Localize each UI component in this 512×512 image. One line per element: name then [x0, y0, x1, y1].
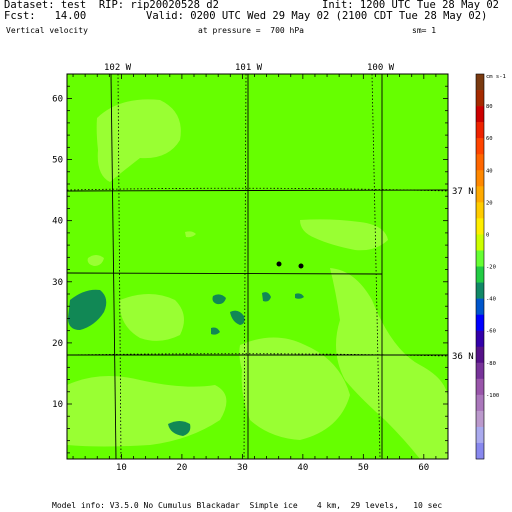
lat-lon-grid: [67, 74, 448, 459]
colorbar-unit-label: cm s-1: [486, 74, 506, 80]
lon-label-102w: 102 W: [104, 63, 132, 73]
colorbar-swatch: [476, 442, 484, 460]
lat-label-36n: 36 N: [452, 352, 474, 362]
init-label: Init: 1200 UTC Tue 28 May 02: [322, 0, 500, 11]
colorbar-swatch: [476, 378, 484, 396]
plot-frame: [66, 73, 449, 460]
colorbar-swatch: [476, 90, 484, 107]
model-info-label: Model info: V3.5.0 No Cumulus Blackadar …: [52, 501, 443, 510]
y-tick-label: 20: [52, 339, 63, 349]
colorbar-swatch: [476, 218, 484, 235]
field-name-label: Vertical velocity: [6, 26, 88, 35]
colorbar-label: 80: [486, 104, 493, 110]
valid-time-label: Valid: 0200 UTC Wed 29 May 02 (2100 CDT …: [146, 10, 488, 22]
colorbar-swatch: [476, 330, 484, 348]
colorbar-swatch: [476, 234, 484, 251]
contour-field: [67, 74, 448, 459]
colorbar-swatch: [476, 426, 484, 444]
colorbar-label: -40: [486, 297, 496, 303]
lon-label-101w: 101 W: [235, 63, 263, 73]
dataset-label: Dataset: test RIP: rip20020528 d2: [4, 0, 219, 11]
x-tick-label: 40: [297, 463, 308, 473]
colorbar-swatch: [476, 106, 484, 123]
colorbar-label: -100: [486, 393, 499, 399]
colorbar-label: -60: [486, 329, 496, 335]
x-axis: 10 20 30 40 50 60: [72, 74, 449, 473]
contour-dark-region: [168, 421, 191, 436]
colorbar-swatch: [476, 346, 484, 364]
contour-dark-region: [211, 327, 220, 335]
colorbar-swatch: [476, 170, 484, 187]
lat-label-37n: 37 N: [452, 187, 474, 197]
colorbar-swatch: [476, 250, 484, 267]
contour-dark-region: [262, 292, 271, 302]
colorbar-label: -20: [486, 265, 496, 271]
colorbar-swatch: [476, 410, 484, 428]
x-tick-label: 30: [237, 463, 248, 473]
contour-dark-region: [68, 289, 107, 330]
y-tick-label: 50: [52, 156, 63, 166]
colorbar-swatch: [476, 202, 484, 219]
colorbar-label: 60: [486, 136, 493, 142]
contour-light-region: [119, 294, 184, 341]
contour-light-region: [96, 99, 181, 182]
colorbar-swatch: [476, 266, 484, 283]
forecast-hour-label: Fcst: 14.00: [4, 10, 87, 22]
contour-dark-region: [295, 293, 304, 299]
colorbar-label: 0: [486, 232, 489, 238]
y-tick-label: 60: [52, 94, 63, 104]
colorbar-swatch: [476, 154, 484, 171]
contour-dark-region: [230, 310, 245, 325]
colorbar-label: 40: [486, 168, 493, 174]
y-axis: 10 20 30 40 50 60: [52, 73, 448, 454]
pressure-label: at pressure = 700 hPa: [198, 26, 304, 35]
colorbar-swatch: [476, 122, 484, 139]
contour-light-region: [239, 337, 350, 440]
x-tick-label: 60: [418, 463, 429, 473]
colorbar-label: -80: [486, 361, 496, 367]
colorbar-swatch: [476, 138, 484, 155]
lon-label-100w: 100 W: [367, 63, 395, 73]
colorbar-swatch: [476, 314, 484, 331]
smoothing-label: sm= 1: [412, 26, 437, 35]
x-tick-label: 20: [176, 463, 187, 473]
colorbar: 80 60 40 20 0 -20 -40 -60 -80 -100: [475, 73, 499, 460]
contour-light-region: [185, 231, 196, 238]
colorbar-swatch: [476, 186, 484, 203]
contour-dark-region: [212, 294, 226, 305]
contour-light-region: [330, 268, 448, 459]
county-boundaries: [67, 74, 448, 459]
colorbar-swatch: [476, 74, 484, 91]
y-tick-label: 40: [52, 217, 63, 227]
colorbar-swatch: [476, 394, 484, 412]
contour-light-region: [87, 255, 104, 266]
y-tick-label: 10: [52, 400, 63, 410]
colorbar-label: 20: [486, 200, 493, 206]
y-tick-label: 30: [52, 278, 63, 288]
colorbar-swatch: [476, 362, 484, 380]
station-marker: [298, 263, 304, 269]
x-tick-label: 10: [116, 463, 127, 473]
station-marker: [276, 261, 282, 267]
contour-light-region: [300, 219, 388, 251]
colorbar-swatch: [476, 298, 484, 315]
colorbar-swatch: [476, 282, 484, 299]
x-tick-label: 50: [358, 463, 369, 473]
colorbar-frame: [475, 73, 485, 460]
